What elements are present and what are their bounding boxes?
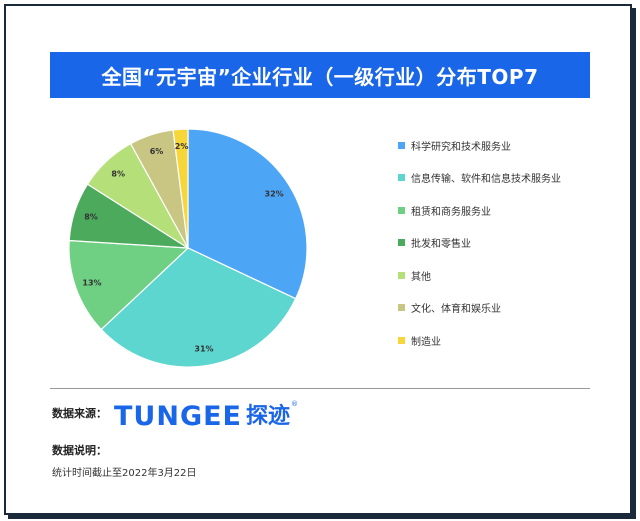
tungee-logo: TUNGEE 探迹 ® xyxy=(114,398,298,432)
slice-label: 8% xyxy=(111,170,125,179)
legend-item: 租赁和商务服务业 xyxy=(398,202,561,218)
legend-item: 制造业 xyxy=(398,332,561,348)
legend-swatch xyxy=(398,174,405,181)
pie-slice xyxy=(172,128,189,249)
note-label: 数据说明： xyxy=(52,444,107,457)
legend-swatch xyxy=(398,336,405,344)
slice-label: 13% xyxy=(82,279,101,288)
footer-divider xyxy=(50,388,590,389)
chart-title: 全国“元宇宙”企业行业（一级行业）分布TOP7 xyxy=(50,52,590,98)
legend-item: 科学研究和技术服务业 xyxy=(398,137,561,153)
logo-text: TUNGEE xyxy=(114,401,242,432)
pie-slice xyxy=(68,239,190,331)
legend-swatch xyxy=(398,141,405,149)
slice-label: 8% xyxy=(84,213,98,222)
legend: 科学研究和技术服务业信息传输、软件和信息技术服务业 租赁和商务服务业 批发和零售业其… xyxy=(398,137,561,365)
slice-label: 6% xyxy=(150,147,164,156)
note-text: 统计时间截止至2022年3月22日 xyxy=(52,468,197,479)
legend-label: 文化、体育和娱乐业 xyxy=(411,304,501,315)
legend-item: 其他 xyxy=(398,267,561,283)
legend-item: 批发和零售业 xyxy=(398,235,561,251)
pie-slice xyxy=(187,128,308,300)
legend-swatch xyxy=(398,271,405,279)
legend-label: 租赁和商务服务业 xyxy=(411,206,491,218)
legend-swatch xyxy=(398,239,405,246)
legend-swatch xyxy=(398,206,405,214)
legend-item: 文化、体育和娱乐业 xyxy=(398,300,561,316)
pie-slice xyxy=(100,247,297,368)
legend-label: 批发和零售业 xyxy=(411,239,471,250)
slice-label: 31% xyxy=(194,345,213,354)
legend-swatch xyxy=(398,304,405,311)
legend-item: 信息传输、软件和信息技术服务业 xyxy=(398,170,561,186)
slice-label: 2% xyxy=(175,142,189,151)
legend-label: 科学研究和技术服务业 xyxy=(411,141,511,153)
legend-label: 信息传输、软件和信息技术服务业 xyxy=(411,174,561,185)
legend-label: 制造业 xyxy=(411,336,441,348)
source-label: 数据来源： xyxy=(52,407,107,420)
logo-cn: 探迹 xyxy=(246,404,291,429)
legend-label: 其他 xyxy=(411,271,431,283)
slice-label: 32% xyxy=(265,189,284,198)
logo-registered-mark: ® xyxy=(291,400,299,408)
